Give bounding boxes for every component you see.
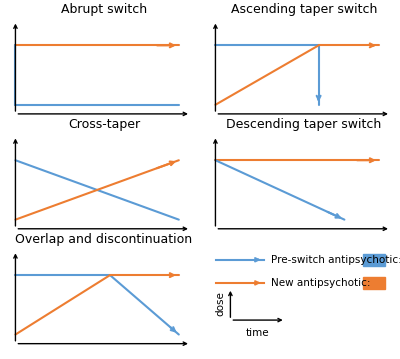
Text: Abrupt switch: Abrupt switch <box>61 3 147 16</box>
Text: New antipsychotic:: New antipsychotic: <box>271 278 370 288</box>
FancyBboxPatch shape <box>363 254 385 266</box>
Text: Cross-taper: Cross-taper <box>68 118 140 131</box>
Text: dose: dose <box>215 292 225 316</box>
FancyBboxPatch shape <box>363 277 385 289</box>
Text: Ascending taper switch: Ascending taper switch <box>231 3 377 16</box>
Text: Descending taper switch: Descending taper switch <box>226 118 382 131</box>
Text: Overlap and discontinuation: Overlap and discontinuation <box>16 233 192 246</box>
Text: Pre-switch antipsychotic:: Pre-switch antipsychotic: <box>271 255 400 265</box>
Text: time: time <box>246 328 270 338</box>
